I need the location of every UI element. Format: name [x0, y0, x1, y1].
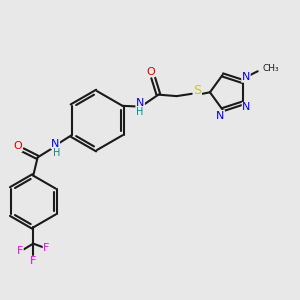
- Text: N: N: [216, 110, 224, 121]
- Text: N: N: [136, 98, 144, 108]
- Text: F: F: [17, 246, 23, 256]
- Text: H: H: [52, 148, 60, 158]
- Text: F: F: [30, 256, 36, 266]
- Text: CH₃: CH₃: [263, 64, 280, 74]
- Text: H: H: [136, 107, 144, 117]
- Text: O: O: [13, 142, 22, 152]
- Text: N: N: [242, 72, 250, 82]
- Text: F: F: [43, 243, 50, 253]
- Text: N: N: [51, 139, 59, 148]
- Text: S: S: [193, 84, 201, 97]
- Text: N: N: [242, 102, 251, 112]
- Text: O: O: [146, 67, 155, 77]
